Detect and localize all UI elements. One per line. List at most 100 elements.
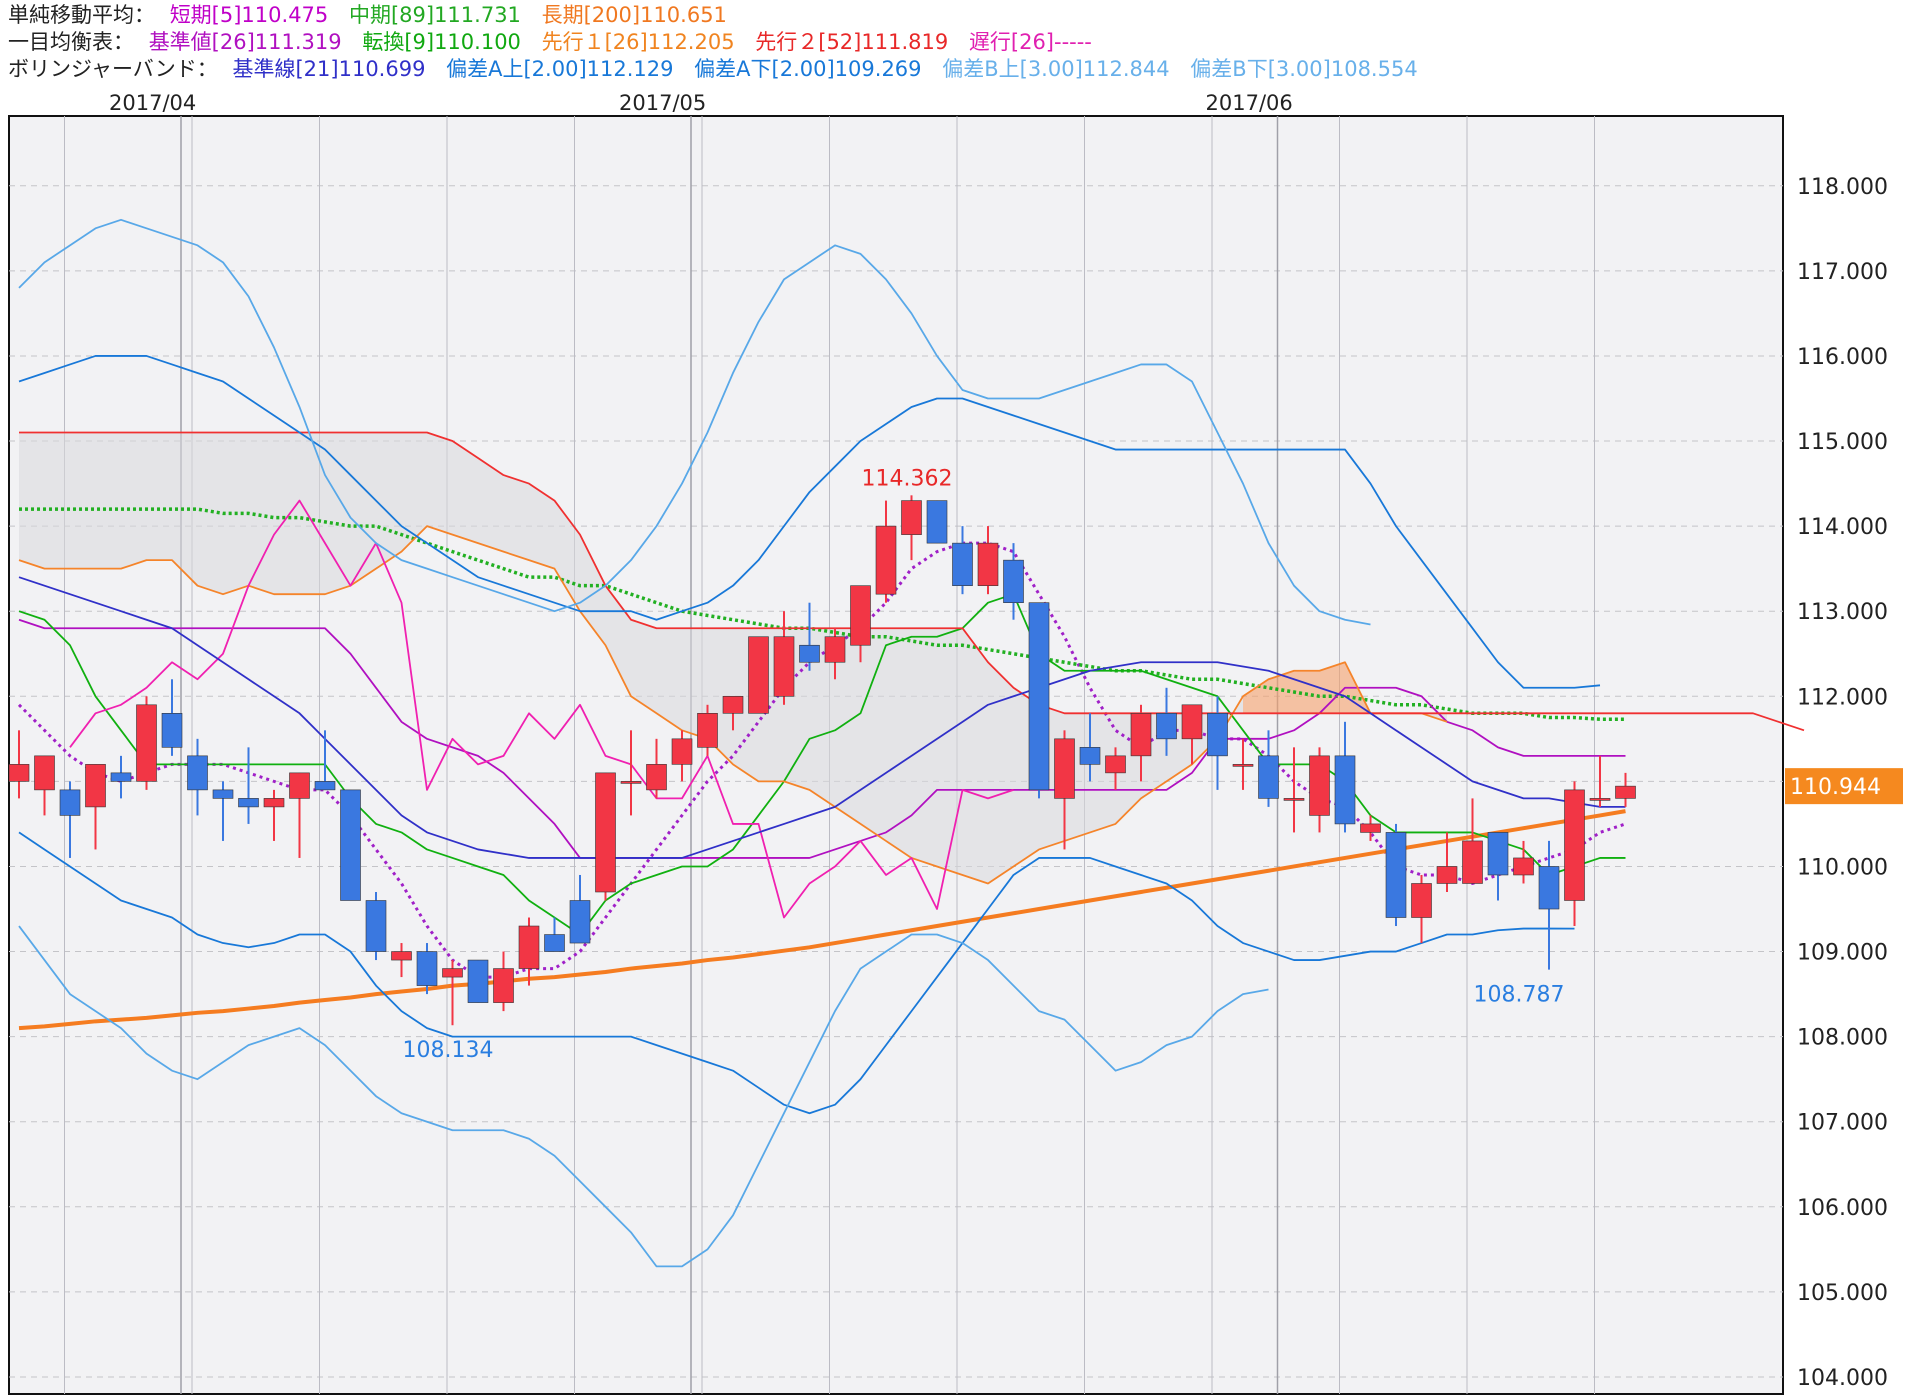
cloud-segment [937, 628, 963, 875]
candle [722, 695, 744, 731]
candle [1538, 840, 1560, 970]
candle [161, 679, 183, 756]
cloud-segment [860, 628, 886, 841]
candle [824, 628, 846, 680]
legend-bb-a-up: 偏差A上[2.00]112.129 [446, 57, 674, 81]
y-tick-label: 118.000 [1797, 175, 1888, 200]
candle-body [1411, 883, 1432, 918]
cloud-segment [248, 432, 274, 595]
candle [1360, 815, 1381, 841]
candle [1130, 704, 1152, 782]
candle [493, 951, 514, 1012]
cloud-segment [146, 432, 172, 561]
candle-body [518, 925, 540, 969]
candle-body [1360, 823, 1381, 833]
y-tick-label: 113.000 [1797, 600, 1888, 625]
candle [1513, 840, 1534, 884]
cloud-segment [631, 619, 657, 714]
candle-body [212, 789, 234, 799]
y-tick-label: 110.000 [1797, 855, 1888, 880]
candle-body [1207, 713, 1228, 757]
line-bb_b_up [18, 218, 1371, 626]
candle [595, 772, 616, 901]
candle [671, 730, 693, 782]
candle-body [1054, 738, 1075, 799]
candle [1436, 832, 1458, 892]
cloud-segment [376, 432, 402, 569]
candle-body [442, 968, 463, 978]
price-markers: 114.362 108.134 108.787 110.944 [403, 466, 1903, 1063]
candle [1283, 747, 1305, 833]
candle [314, 730, 336, 791]
candle-body [1538, 866, 1560, 910]
high-price-marker: 114.362 [862, 466, 953, 491]
y-axis: 118.000 117.000 116.000 115.000 114.000 113.0… [1797, 175, 1888, 1391]
legend-tenkan: 転換[9]110.100 [362, 30, 521, 54]
candle-body [467, 959, 489, 1003]
legend-ichimoku-heading: 一目均衡表： [8, 30, 134, 54]
cloud-segment [197, 432, 223, 595]
candle [977, 526, 999, 595]
cloud-segment [988, 662, 1014, 884]
cloud-segment [299, 432, 325, 595]
candle [875, 500, 897, 603]
legend-bb-b-up: 偏差B上[3.00]112.844 [942, 57, 1170, 81]
candle-body [391, 951, 412, 961]
candle [1156, 687, 1177, 756]
candle-body [671, 738, 693, 765]
candle-body [875, 525, 897, 595]
x-month-label: 2017/04 [109, 91, 196, 115]
candle-body [187, 755, 208, 791]
legend-ichimoku-row: 一目均衡表： 基準値[26]111.319 転換[9]110.100 先行１[2… [8, 29, 1908, 56]
candle-body [952, 542, 973, 586]
cloud-segment [274, 432, 300, 595]
cloud-segment [529, 483, 555, 569]
candle-body [1156, 713, 1177, 740]
candle-body [1258, 755, 1279, 799]
candle-body [569, 900, 591, 944]
candle-body [1181, 704, 1203, 740]
candle [1462, 798, 1483, 884]
cloud-segment [172, 432, 198, 586]
candle [901, 495, 922, 561]
candle-body [1436, 866, 1458, 884]
candle-body [773, 636, 795, 697]
candle-body [748, 636, 769, 714]
cloud-segment [962, 628, 988, 884]
candle [416, 943, 438, 995]
cloud-segment [19, 432, 45, 569]
candle [340, 789, 361, 901]
cloud-segment [121, 432, 147, 569]
candle [1487, 832, 1509, 901]
y-tick-label: 106.000 [1797, 1196, 1888, 1221]
legend-bollinger-row: ボリンジャーバンド： 基準線[21]110.699 偏差A上[2.00]112.… [8, 56, 1908, 83]
candle [1411, 874, 1432, 944]
candle-body [1385, 832, 1407, 918]
cloud-segment [580, 534, 606, 646]
y-tick-label: 117.000 [1797, 260, 1888, 285]
candle-body [850, 585, 871, 646]
y-tick-label: 104.000 [1797, 1366, 1888, 1391]
cloud-segment [503, 475, 529, 561]
candle [1232, 738, 1254, 790]
candle-body [1487, 832, 1509, 876]
candle-body [1564, 789, 1585, 901]
y-tick-label: 105.000 [1797, 1281, 1888, 1306]
line-sma_short [17, 541, 1626, 979]
candle [1309, 747, 1330, 833]
candle [442, 960, 463, 1026]
candle [544, 917, 565, 952]
legend-sma-short: 短期[5]110.475 [169, 3, 329, 27]
candle [263, 789, 285, 841]
candle [110, 755, 132, 799]
legend-sma-heading: 単純移動平均： [8, 3, 155, 27]
candle-body [977, 542, 999, 586]
candle-body [824, 636, 846, 663]
candle [952, 526, 973, 595]
legend: 単純移動平均： 短期[5]110.475 中期[89]111.731 長期[20… [8, 2, 1908, 83]
candle [34, 755, 55, 816]
candle-body [1589, 798, 1611, 801]
y-tick-label: 107.000 [1797, 1111, 1888, 1136]
candle [1028, 602, 1050, 799]
